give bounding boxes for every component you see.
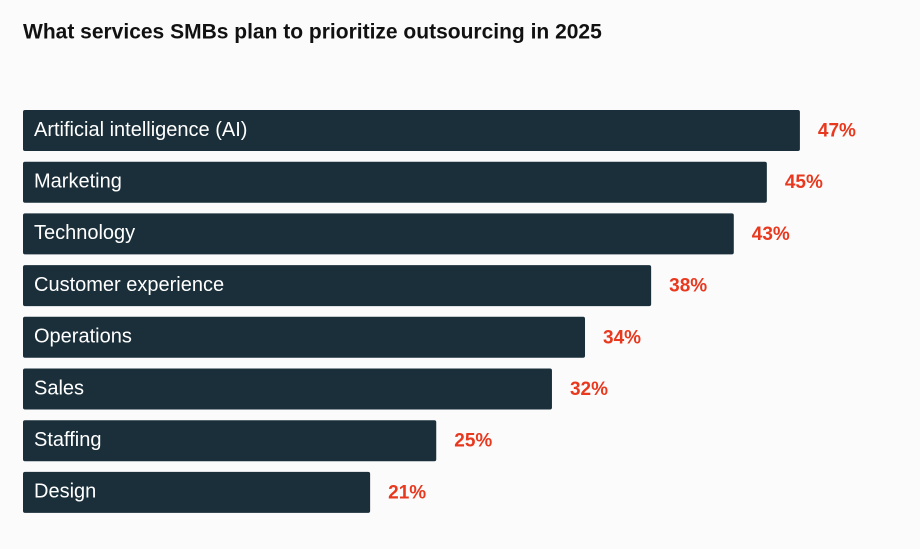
value-label: 43% (752, 224, 790, 245)
bar (23, 420, 437, 462)
value-label: 38% (669, 276, 707, 297)
value-label: 25% (454, 431, 492, 452)
value-label: 21% (388, 482, 426, 503)
category-label: Technology (34, 222, 135, 244)
category-label: Design (34, 481, 96, 503)
bar (23, 471, 371, 513)
bar (23, 161, 767, 203)
chart-title: What services SMBs plan to prioritize ou… (23, 21, 602, 44)
value-label: 34% (603, 327, 641, 348)
category-label: Staffing (34, 429, 101, 451)
category-label: Sales (34, 377, 84, 399)
value-label: 45% (785, 172, 823, 193)
bar (23, 213, 734, 255)
category-label: Marketing (34, 170, 122, 192)
category-label: Operations (34, 326, 132, 348)
bar (23, 265, 652, 307)
value-label: 47% (818, 121, 856, 142)
bar (23, 368, 552, 410)
value-label: 32% (570, 379, 608, 400)
category-label: Customer experience (34, 274, 224, 296)
bar (23, 316, 586, 358)
bar (23, 110, 800, 151)
category-label: Artificial intelligence (AI) (34, 119, 247, 141)
